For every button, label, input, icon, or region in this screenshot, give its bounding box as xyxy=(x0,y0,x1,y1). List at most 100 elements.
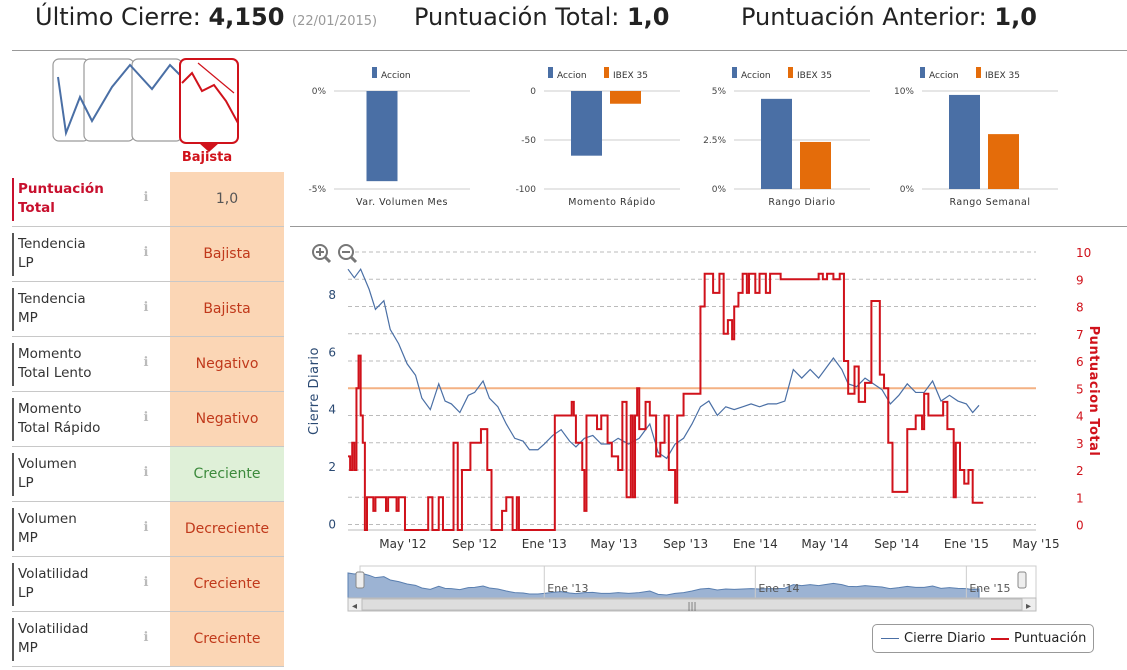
mini-tick-label: 2.5% xyxy=(703,136,726,146)
indicator-label: Puntuación Total xyxy=(18,180,123,218)
mini-tick-label: 0% xyxy=(312,87,327,97)
indicator-row: Puntuación Total ℹ 1,0 xyxy=(12,172,284,227)
indicator-label-line1: Volumen xyxy=(18,511,77,527)
navigator-tick-label: Ene '14 xyxy=(758,582,799,595)
mini-legend-swatch xyxy=(788,67,793,78)
mini-tick-label: -100 xyxy=(516,185,537,195)
mini-bar xyxy=(761,98,792,189)
mini-bar xyxy=(571,91,602,156)
main-legend: Cierre Diario Puntuación xyxy=(872,624,1094,653)
mini-chart-svg: Accion 0% -5% Var. Volumen Mes xyxy=(308,67,470,208)
right-tick-label: 8 xyxy=(1076,301,1084,315)
navigator-handle-right[interactable] xyxy=(1017,571,1027,589)
legend-puntuacion[interactable]: Puntuación xyxy=(991,631,1086,646)
info-icon[interactable]: ℹ xyxy=(143,355,149,370)
mini-chart-title: Rango Diario xyxy=(768,197,835,208)
indicator-row: Tendencia MP ℹ Bajista xyxy=(12,282,284,337)
left-tick-label: 2 xyxy=(328,460,336,474)
navigator-tick-label: Ene '13 xyxy=(547,582,588,595)
info-icon[interactable]: ℹ xyxy=(143,300,149,315)
legend-cierre[interactable]: Cierre Diario xyxy=(881,631,986,646)
mini-tick-label: 5% xyxy=(712,87,727,97)
mini-bar xyxy=(988,134,1019,189)
x-tick-label: May '15 xyxy=(1012,537,1059,551)
info-icon[interactable]: ℹ xyxy=(143,465,149,480)
legend-cierre-swatch xyxy=(881,638,899,639)
left-axis-title: Cierre Diario xyxy=(307,347,322,435)
mini-legend-swatch xyxy=(920,67,925,78)
mini-legend-label: Accion xyxy=(557,71,587,81)
navigator-area xyxy=(347,572,980,599)
right-tick-label: 6 xyxy=(1076,355,1084,369)
info-icon[interactable]: ℹ xyxy=(143,190,149,205)
mini-legend-label: Accion xyxy=(929,71,959,81)
navigator-handle-left[interactable] xyxy=(355,571,365,589)
mini-chart-title: Var. Volumen Mes xyxy=(356,197,448,208)
scrollbar-grip-icon: ||| xyxy=(687,602,696,612)
mini-legend-swatch xyxy=(976,67,981,78)
row-accent xyxy=(12,563,14,606)
right-axis-title: Puntuacion Total xyxy=(1086,326,1101,457)
main-chart: 0 1 2 3 4 5 6 7 8 9 10 0 2 4 6 8 May '12 Sep '12 Ene '13 Ma… xyxy=(290,232,1127,666)
puntuacion-anterior-value: 1,0 xyxy=(994,3,1037,31)
x-tick-label: Sep '12 xyxy=(452,537,497,551)
x-tick-label: May '13 xyxy=(590,537,637,551)
indicator-label-line2: LP xyxy=(18,255,34,271)
indicator-label: Tendencia MP xyxy=(18,290,123,328)
info-icon[interactable]: ℹ xyxy=(143,630,149,645)
indicator-label-line1: Tendencia xyxy=(18,236,86,252)
mini-tick-label: -50 xyxy=(521,136,536,146)
scrollbar-thumb[interactable] xyxy=(361,598,1023,611)
x-tick-label: Ene '13 xyxy=(522,537,567,551)
mini-legend-swatch xyxy=(732,67,737,78)
indicator-label: Volatilidad MP xyxy=(18,620,123,658)
indicator-label-line1: Volatilidad xyxy=(18,566,89,582)
indicator-label-line2: Total Lento xyxy=(18,365,92,381)
info-icon[interactable]: ℹ xyxy=(143,520,149,535)
indicator-value: Creciente xyxy=(170,612,284,666)
x-tick-label: May '14 xyxy=(801,537,848,551)
summary-header: Último Cierre: 4,150 (22/01/2015) Puntua… xyxy=(0,0,1127,34)
right-tick-label: 2 xyxy=(1076,464,1084,478)
indicator-row: Volumen MP ℹ Decreciente xyxy=(12,502,284,557)
puntuacion-total-value: 1,0 xyxy=(626,3,670,31)
header-divider xyxy=(12,50,1127,51)
indicator-label-line2: MP xyxy=(18,530,38,546)
right-tick-label: 7 xyxy=(1076,328,1084,342)
ultimo-cierre: Último Cierre: 4,150 (22/01/2015) xyxy=(35,3,377,31)
mini-legend-label: IBEX 35 xyxy=(613,71,648,81)
scroll-right-icon[interactable]: ▸ xyxy=(1026,601,1031,612)
indicator-row: Volatilidad LP ℹ Creciente xyxy=(12,557,284,612)
indicator-value: Bajista xyxy=(170,282,284,336)
indicator-label-line2: MP xyxy=(18,640,38,656)
right-tick-label: 10 xyxy=(1076,246,1091,260)
zoom-in-icon[interactable] xyxy=(312,244,332,264)
indicator-label-line1: Tendencia xyxy=(18,291,86,307)
info-icon[interactable]: ℹ xyxy=(143,575,149,590)
right-tick-label: 9 xyxy=(1076,273,1084,287)
indicator-row: Momento Total Rápido ℹ Negativo xyxy=(12,392,284,447)
ultimo-cierre-label: Último Cierre: xyxy=(35,3,201,31)
left-tick-label: 4 xyxy=(328,403,336,417)
indicator-label: Volumen MP xyxy=(18,510,123,548)
mini-legend-swatch xyxy=(548,67,553,78)
info-icon[interactable]: ℹ xyxy=(143,245,149,260)
legend-puntuacion-label: Puntuación xyxy=(1014,631,1087,646)
row-accent xyxy=(12,233,14,276)
zoom-out-icon[interactable] xyxy=(338,244,358,264)
row-accent xyxy=(12,508,14,551)
ultimo-cierre-date: (22/01/2015) xyxy=(292,14,378,29)
mini-legend-swatch xyxy=(604,67,609,78)
indicator-label-line1: Volatilidad xyxy=(18,621,89,637)
indicator-value: Creciente xyxy=(170,447,284,501)
indicator-value: Creciente xyxy=(170,557,284,611)
indicator-value: Decreciente xyxy=(170,502,284,556)
scroll-left-icon[interactable]: ◂ xyxy=(352,601,357,612)
cierre-line xyxy=(347,267,980,460)
indicator-label-line1: Puntuación xyxy=(18,181,104,197)
x-tick-label: Sep '13 xyxy=(663,537,708,551)
puntuacion-anterior-label: Puntuación Anterior: xyxy=(741,3,987,31)
right-tick-label: 1 xyxy=(1076,491,1084,505)
puntuacion-total-label: Puntuación Total: xyxy=(414,3,620,31)
info-icon[interactable]: ℹ xyxy=(143,410,149,425)
